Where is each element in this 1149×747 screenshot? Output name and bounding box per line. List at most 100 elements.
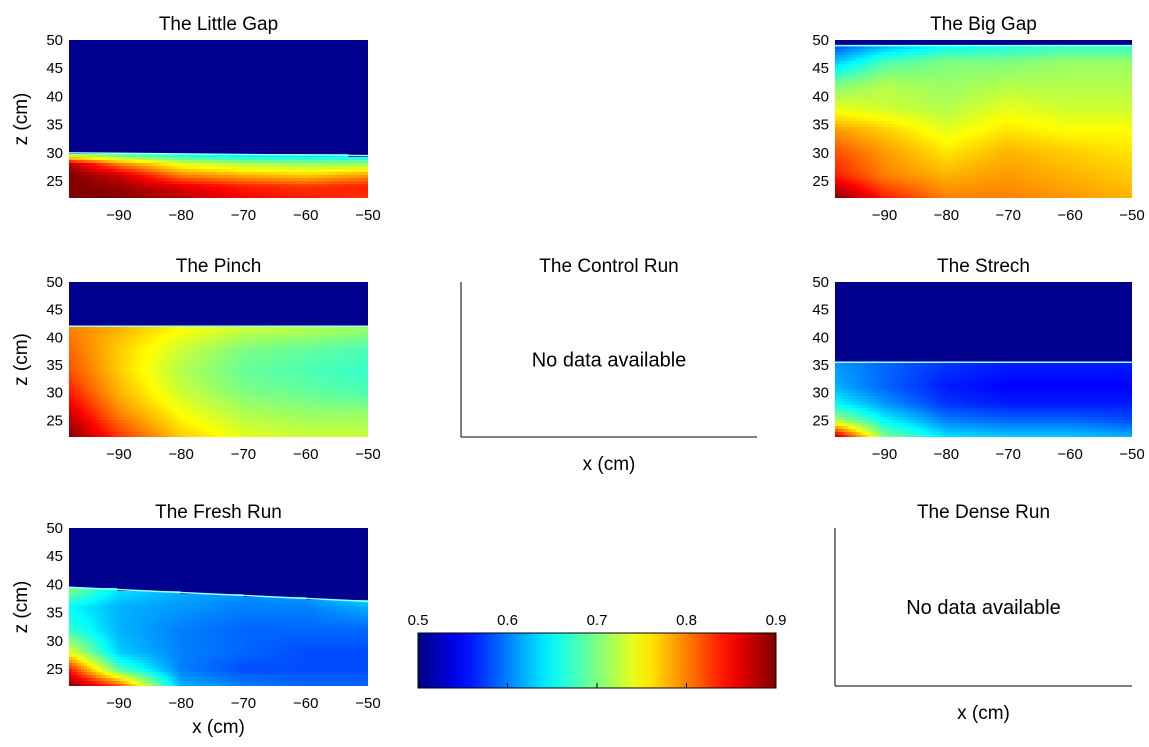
heatmap-cell bbox=[922, 124, 926, 128]
heatmap-cell bbox=[240, 178, 244, 182]
heatmap-cell bbox=[129, 154, 133, 158]
heatmap-cell bbox=[342, 187, 346, 191]
heatmap-cell bbox=[979, 46, 983, 50]
heatmap-cell bbox=[925, 85, 929, 89]
heatmap-cell bbox=[159, 154, 163, 158]
heatmap-cell bbox=[970, 145, 974, 149]
heatmap-cell bbox=[1084, 97, 1088, 101]
heatmap-cell bbox=[261, 169, 265, 173]
heatmap-cell bbox=[1075, 94, 1079, 98]
heatmap-cell bbox=[1099, 58, 1103, 62]
heatmap-cell bbox=[886, 118, 890, 122]
heatmap-cell bbox=[99, 187, 103, 191]
heatmap-cell bbox=[1003, 91, 1007, 95]
heatmap-cell bbox=[946, 148, 950, 152]
heatmap-cell bbox=[174, 187, 178, 191]
heatmap-cell bbox=[985, 79, 989, 83]
heatmap-cell bbox=[1048, 139, 1052, 143]
heatmap-cell bbox=[1048, 79, 1052, 83]
heatmap-cell bbox=[847, 49, 851, 53]
heatmap-cell bbox=[889, 61, 893, 65]
heatmap-cell bbox=[850, 85, 854, 89]
heatmap-cell bbox=[1090, 142, 1094, 146]
heatmap-cell bbox=[1093, 139, 1097, 143]
heatmap-cell bbox=[228, 157, 232, 161]
heatmap-cell bbox=[955, 130, 959, 134]
heatmap-cell bbox=[252, 175, 256, 179]
heatmap-cell bbox=[1021, 70, 1025, 74]
heatmap-cell bbox=[252, 163, 256, 167]
heatmap-cell bbox=[994, 79, 998, 83]
heatmap-cell bbox=[1105, 109, 1109, 113]
heatmap-cell bbox=[1015, 70, 1019, 74]
heatmap-cell bbox=[1120, 106, 1124, 110]
heatmap-cell bbox=[240, 172, 244, 176]
heatmap-cell bbox=[1060, 145, 1064, 149]
heatmap-cell bbox=[841, 151, 845, 155]
heatmap-cell bbox=[144, 193, 148, 197]
heatmap-cell bbox=[1072, 145, 1076, 149]
heatmap-cell bbox=[1105, 49, 1109, 53]
heatmap-cell bbox=[1090, 58, 1094, 62]
heatmap-cell bbox=[282, 181, 286, 185]
heatmap-cell bbox=[1024, 97, 1028, 101]
heatmap-cell bbox=[949, 46, 953, 50]
heatmap-cell bbox=[934, 67, 938, 71]
heatmap-cell bbox=[928, 88, 932, 92]
heatmap-cell bbox=[937, 130, 941, 134]
heatmap-cell bbox=[919, 127, 923, 131]
heatmap-cell bbox=[865, 46, 869, 50]
heatmap-cell bbox=[240, 181, 244, 185]
heatmap-cell bbox=[339, 196, 343, 198]
heatmap-cell bbox=[207, 190, 211, 194]
heatmap-cell bbox=[363, 184, 367, 188]
heatmap-cell bbox=[862, 76, 866, 80]
heatmap-cell bbox=[108, 178, 112, 182]
heatmap-cell bbox=[889, 94, 893, 98]
heatmap-cell bbox=[84, 181, 88, 185]
heatmap-cell bbox=[1012, 130, 1016, 134]
heatmap-cell bbox=[1066, 145, 1070, 149]
heatmap-cell bbox=[874, 133, 878, 137]
heatmap-cell bbox=[862, 136, 866, 140]
heatmap-cell bbox=[958, 139, 962, 143]
heatmap-cell bbox=[1084, 109, 1088, 113]
heatmap-cell bbox=[979, 136, 983, 140]
heatmap-cell bbox=[333, 190, 337, 194]
heatmap-cell bbox=[1105, 85, 1109, 89]
heatmap-cell bbox=[949, 52, 953, 56]
heatmap-cell bbox=[81, 169, 85, 173]
heatmap-cell bbox=[856, 133, 860, 137]
heatmap-cell bbox=[249, 181, 253, 185]
heatmap-cell bbox=[1105, 67, 1109, 71]
heatmap-cell bbox=[838, 145, 842, 149]
heatmap-cell bbox=[1018, 127, 1022, 131]
heatmap-cell bbox=[907, 94, 911, 98]
heatmap-cell bbox=[366, 184, 368, 188]
heatmap-cell bbox=[1072, 82, 1076, 86]
heatmap-cell bbox=[1027, 100, 1031, 104]
heatmap-cell bbox=[285, 190, 289, 194]
heatmap-cell bbox=[868, 70, 872, 74]
heatmap-cell bbox=[306, 160, 310, 164]
heatmap-cell bbox=[883, 49, 887, 53]
heatmap-cell bbox=[1051, 73, 1055, 77]
heatmap-cell bbox=[1054, 118, 1058, 122]
heatmap-cell bbox=[246, 193, 250, 197]
heatmap-cell bbox=[1033, 115, 1037, 119]
heatmap-cell bbox=[841, 130, 845, 134]
heatmap-cell bbox=[874, 91, 878, 95]
heatmap-cell bbox=[216, 196, 220, 198]
heatmap-cell bbox=[225, 172, 229, 176]
heatmap-cell bbox=[916, 85, 920, 89]
heatmap-cell bbox=[907, 70, 911, 74]
heatmap-cell bbox=[973, 55, 977, 59]
heatmap-cell bbox=[336, 178, 340, 182]
heatmap-cell bbox=[225, 190, 229, 194]
heatmap-cell bbox=[841, 136, 845, 140]
heatmap-cell bbox=[1078, 145, 1082, 149]
heatmap-cell bbox=[117, 187, 121, 191]
heatmap-cell bbox=[997, 91, 1001, 95]
heatmap-cell bbox=[366, 160, 368, 164]
heatmap-cell bbox=[1060, 76, 1064, 80]
